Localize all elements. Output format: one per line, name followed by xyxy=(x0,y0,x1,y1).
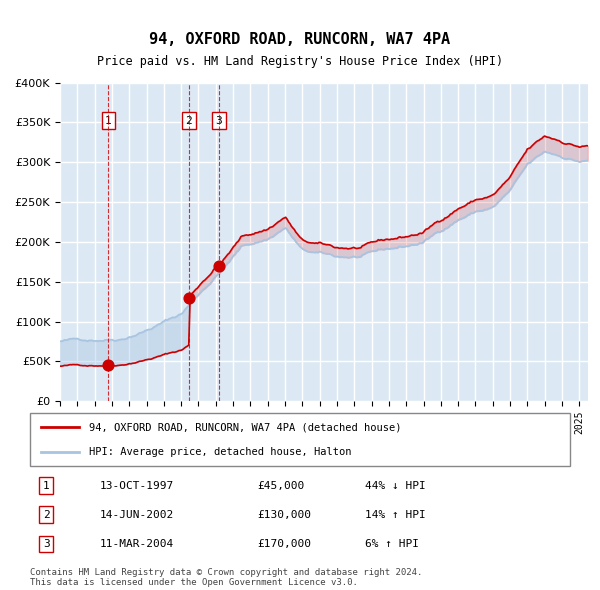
Text: 14% ↑ HPI: 14% ↑ HPI xyxy=(365,510,425,520)
FancyBboxPatch shape xyxy=(30,413,570,466)
Text: 2: 2 xyxy=(43,510,50,520)
Text: 3: 3 xyxy=(216,116,223,126)
Point xyxy=(214,261,224,270)
Text: 94, OXFORD ROAD, RUNCORN, WA7 4PA: 94, OXFORD ROAD, RUNCORN, WA7 4PA xyxy=(149,32,451,47)
Text: HPI: Average price, detached house, Halton: HPI: Average price, detached house, Halt… xyxy=(89,447,352,457)
Text: 2: 2 xyxy=(185,116,193,126)
Text: 6% ↑ HPI: 6% ↑ HPI xyxy=(365,539,419,549)
Text: 14-JUN-2002: 14-JUN-2002 xyxy=(100,510,175,520)
Text: 13-OCT-1997: 13-OCT-1997 xyxy=(100,480,175,490)
Text: £45,000: £45,000 xyxy=(257,480,304,490)
Text: Contains HM Land Registry data © Crown copyright and database right 2024.: Contains HM Land Registry data © Crown c… xyxy=(30,568,422,577)
Text: 11-MAR-2004: 11-MAR-2004 xyxy=(100,539,175,549)
Text: 1: 1 xyxy=(105,116,112,126)
Text: £130,000: £130,000 xyxy=(257,510,311,520)
Text: 94, OXFORD ROAD, RUNCORN, WA7 4PA (detached house): 94, OXFORD ROAD, RUNCORN, WA7 4PA (detac… xyxy=(89,422,402,432)
Text: 1: 1 xyxy=(43,480,50,490)
Text: 3: 3 xyxy=(43,539,50,549)
Text: 44% ↓ HPI: 44% ↓ HPI xyxy=(365,480,425,490)
Text: Price paid vs. HM Land Registry's House Price Index (HPI): Price paid vs. HM Land Registry's House … xyxy=(97,55,503,68)
Text: This data is licensed under the Open Government Licence v3.0.: This data is licensed under the Open Gov… xyxy=(30,578,358,587)
Text: £170,000: £170,000 xyxy=(257,539,311,549)
Point xyxy=(103,360,113,370)
Point xyxy=(184,293,194,302)
